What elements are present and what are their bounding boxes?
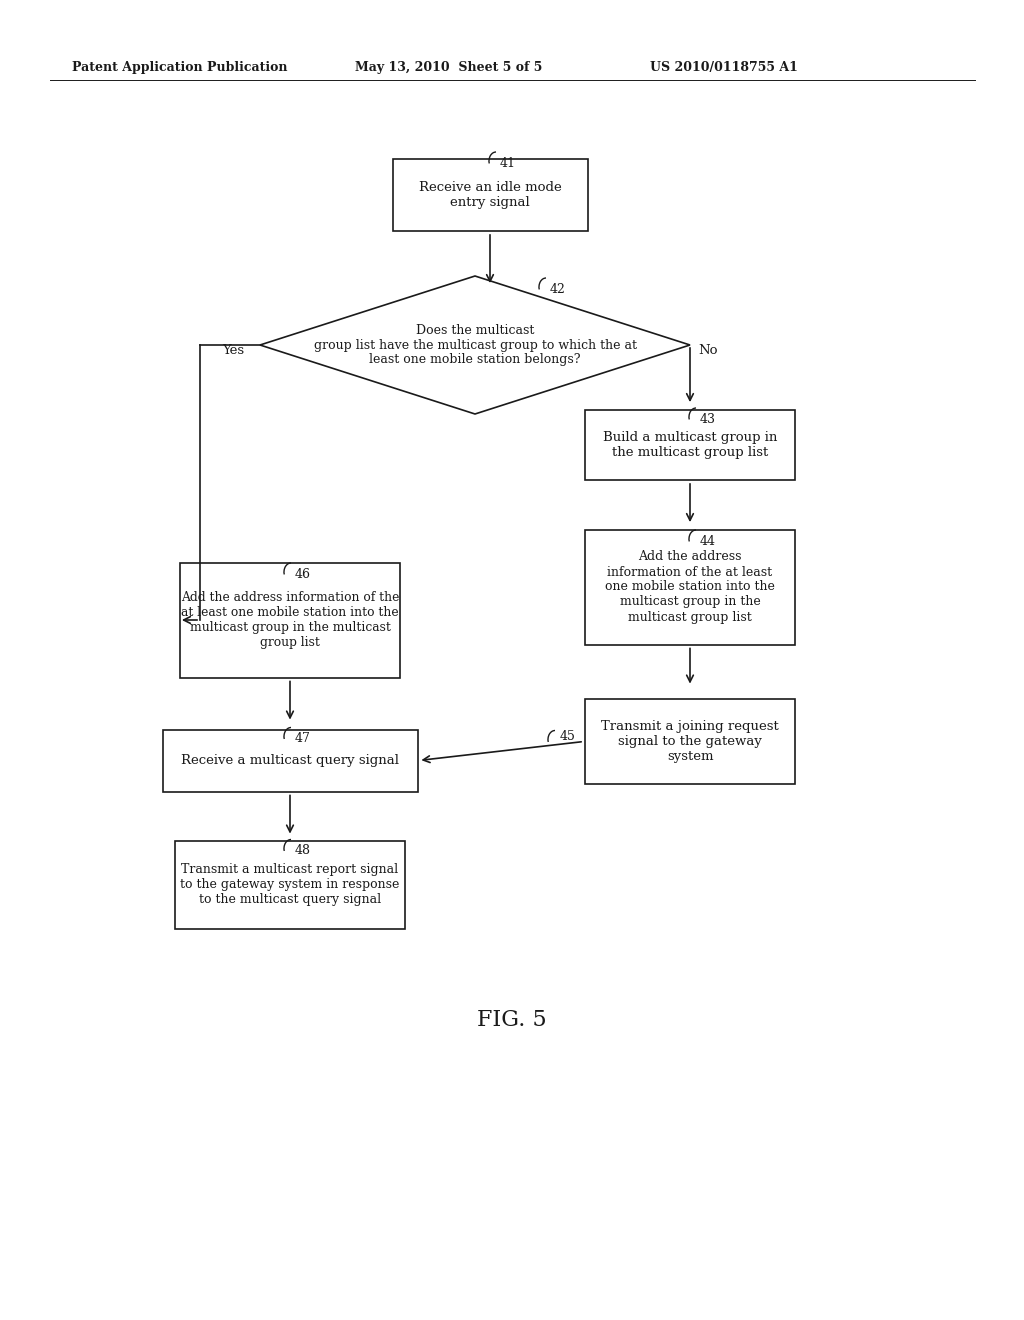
Bar [180,562,400,677]
Text: Receive an idle mode
entry signal: Receive an idle mode entry signal [419,181,561,209]
Polygon shape [260,276,690,414]
Text: Patent Application Publication: Patent Application Publication [72,62,288,74]
Text: 48: 48 [295,845,311,858]
Bar [175,841,406,928]
Text: May 13, 2010  Sheet 5 of 5: May 13, 2010 Sheet 5 of 5 [355,62,543,74]
Text: Receive a multicast query signal: Receive a multicast query signal [181,754,399,767]
Bar [392,158,588,231]
Text: 44: 44 [700,535,716,548]
Text: 41: 41 [500,157,516,170]
Text: No: No [698,343,718,356]
Text: Add the address
information of the at least
one mobile station into the
multicas: Add the address information of the at le… [605,550,775,623]
Text: Yes: Yes [222,343,244,356]
Bar [585,529,795,644]
Text: FIG. 5: FIG. 5 [477,1008,547,1031]
Text: Add the address information of the
at least one mobile station into the
multicas: Add the address information of the at le… [181,591,399,649]
Text: 43: 43 [700,413,716,426]
Text: Transmit a joining request
signal to the gateway
system: Transmit a joining request signal to the… [601,719,779,763]
Text: 47: 47 [295,733,311,746]
Text: 45: 45 [560,730,575,743]
Text: 46: 46 [295,568,311,581]
Bar [585,411,795,480]
Bar [163,730,418,792]
Text: 42: 42 [550,282,566,296]
Bar [585,700,795,784]
Text: Transmit a multicast report signal
to the gateway system in response
to the mult: Transmit a multicast report signal to th… [180,863,399,906]
Text: Build a multicast group in
the multicast group list: Build a multicast group in the multicast… [603,432,777,459]
Text: US 2010/0118755 A1: US 2010/0118755 A1 [650,62,798,74]
Text: Does the multicast
group list have the multicast group to which the at
least one: Does the multicast group list have the m… [313,323,637,367]
